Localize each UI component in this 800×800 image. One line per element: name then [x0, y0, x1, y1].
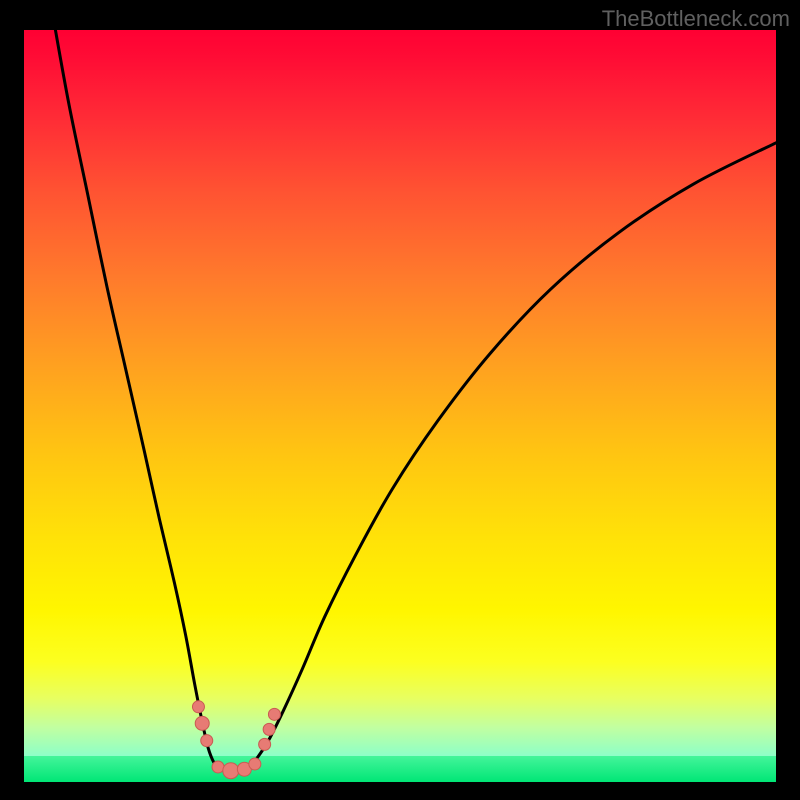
- markers-group: [192, 701, 280, 779]
- marker-1: [195, 716, 209, 730]
- chart-overlay-svg: [24, 30, 776, 782]
- marker-8: [263, 723, 275, 735]
- watermark-text: TheBottleneck.com: [602, 6, 790, 32]
- marker-3: [212, 761, 224, 773]
- curve-right: [235, 143, 776, 771]
- plot-area: [24, 30, 776, 782]
- marker-9: [268, 708, 280, 720]
- figure: TheBottleneck.com: [0, 0, 800, 800]
- curve-left: [54, 30, 234, 771]
- marker-4: [223, 763, 239, 779]
- marker-6: [249, 758, 261, 770]
- marker-7: [259, 738, 271, 750]
- marker-2: [201, 735, 213, 747]
- marker-0: [192, 701, 204, 713]
